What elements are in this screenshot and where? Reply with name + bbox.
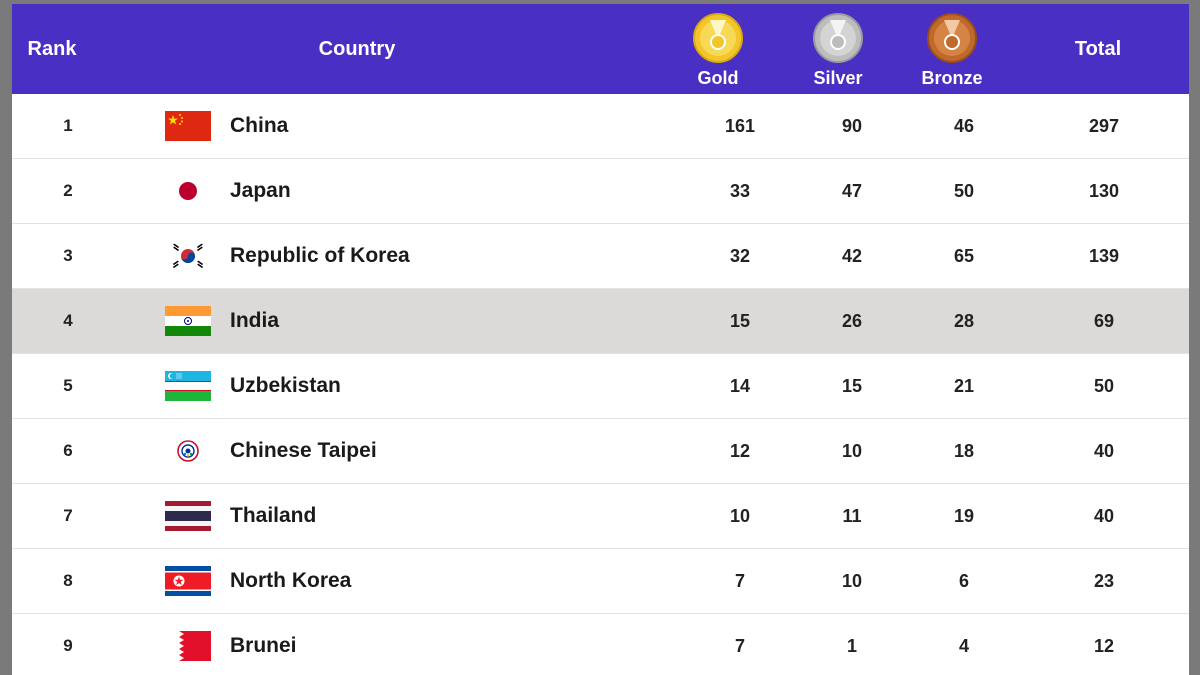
thailand-flag-icon [165,501,211,531]
rank-cell: 3 [63,246,73,265]
header-bronze: Bronze [912,12,992,89]
total-count: 12 [1093,636,1115,656]
india-flag-icon [165,306,211,336]
header-gold-label: Gold [697,68,739,88]
country-name: Republic of Korea [230,244,410,267]
gold-count: 10 [729,506,751,526]
bronze-count: 50 [953,181,975,201]
gold-count: 161 [724,116,756,136]
rank-cell: 8 [63,571,73,590]
silver-count: 10 [841,441,863,461]
bronze-medal-icon [927,13,977,63]
chinese-taipei-flag-icon [165,436,211,466]
country-name: India [230,309,280,332]
silver-count: 10 [841,571,863,591]
rank-cell: 2 [63,181,73,200]
total-count: 23 [1093,571,1115,591]
bronze-count: 65 [953,246,975,266]
gold-count: 12 [729,441,751,461]
bronze-count: 46 [953,116,975,136]
rank-cell: 9 [63,636,73,655]
silver-count: 1 [846,636,857,656]
uzbekistan-flag-icon [165,371,211,401]
table-row: 3 Republic of Korea 32 42 6 [12,224,1189,289]
gold-count: 7 [734,571,745,591]
rank-cell: 6 [63,441,73,460]
total-count: 40 [1093,441,1115,461]
brunei-flag-icon [165,631,211,661]
bronze-count: 18 [953,441,975,461]
table-row-highlighted: 4 India 15 26 28 69 [12,289,1189,354]
table-row: 8 North Korea 7 10 6 23 [12,549,1189,614]
silver-count: 42 [841,246,863,266]
silver-count: 47 [841,181,863,201]
silver-count: 26 [841,311,863,331]
rank-cell: 7 [63,506,73,525]
total-count: 69 [1093,311,1115,331]
rank-cell: 4 [63,311,73,330]
table-header: Rank Country Gold Silver [12,4,1189,94]
country-name: Brunei [230,634,297,657]
header-silver-label: Silver [813,68,863,88]
north-korea-flag-icon [165,566,211,596]
korea-flag-icon [165,241,211,271]
header-silver: Silver [798,12,878,89]
total-count: 40 [1093,506,1115,526]
header-gold: Gold [678,12,758,89]
china-flag-icon [165,111,211,141]
bronze-count: 6 [958,571,969,591]
table-row: 6 Chinese Taipei 12 10 18 40 [12,419,1189,484]
header-total: Total [1074,38,1122,60]
country-name: Thailand [230,504,317,527]
gold-count: 32 [729,246,751,266]
country-name: Japan [230,179,291,202]
table-row: 7 Thailand 10 11 19 40 [12,484,1189,549]
header-rank: Rank [27,38,77,60]
gold-count: 33 [729,181,751,201]
bronze-count: 21 [953,376,975,396]
table-row: 2 Japan 33 47 50 130 [12,159,1189,224]
total-count: 130 [1088,181,1120,201]
japan-flag-icon [165,176,211,206]
country-name: Chinese Taipei [230,439,377,462]
total-count: 139 [1088,246,1120,266]
silver-count: 15 [841,376,863,396]
gold-count: 14 [729,376,751,396]
table-row: 5 Uzbekistan 14 15 21 50 [12,354,1189,419]
country-name: Uzbekistan [230,374,341,397]
total-count: 297 [1088,116,1120,136]
gold-medal-icon [693,13,743,63]
rank-cell: 5 [63,376,73,395]
rank-cell: 1 [63,116,73,135]
country-name: North Korea [230,569,352,592]
gold-count: 7 [734,636,745,656]
total-count: 50 [1093,376,1115,396]
medal-table: Rank Country Gold Silver [12,4,1189,675]
table-row: 9 Brunei 7 1 4 12 [12,614,1189,675]
gold-count: 15 [729,311,751,331]
silver-count: 11 [842,506,862,526]
bronze-count: 19 [953,506,975,526]
table-row: 1 China 161 90 46 297 [12,94,1189,159]
header-bronze-label: Bronze [921,68,983,88]
bronze-count: 28 [953,311,975,331]
header-country: Country [318,38,396,60]
bronze-count: 4 [958,636,969,656]
silver-count: 90 [841,116,863,136]
country-name: China [230,114,289,137]
silver-medal-icon [813,13,863,63]
